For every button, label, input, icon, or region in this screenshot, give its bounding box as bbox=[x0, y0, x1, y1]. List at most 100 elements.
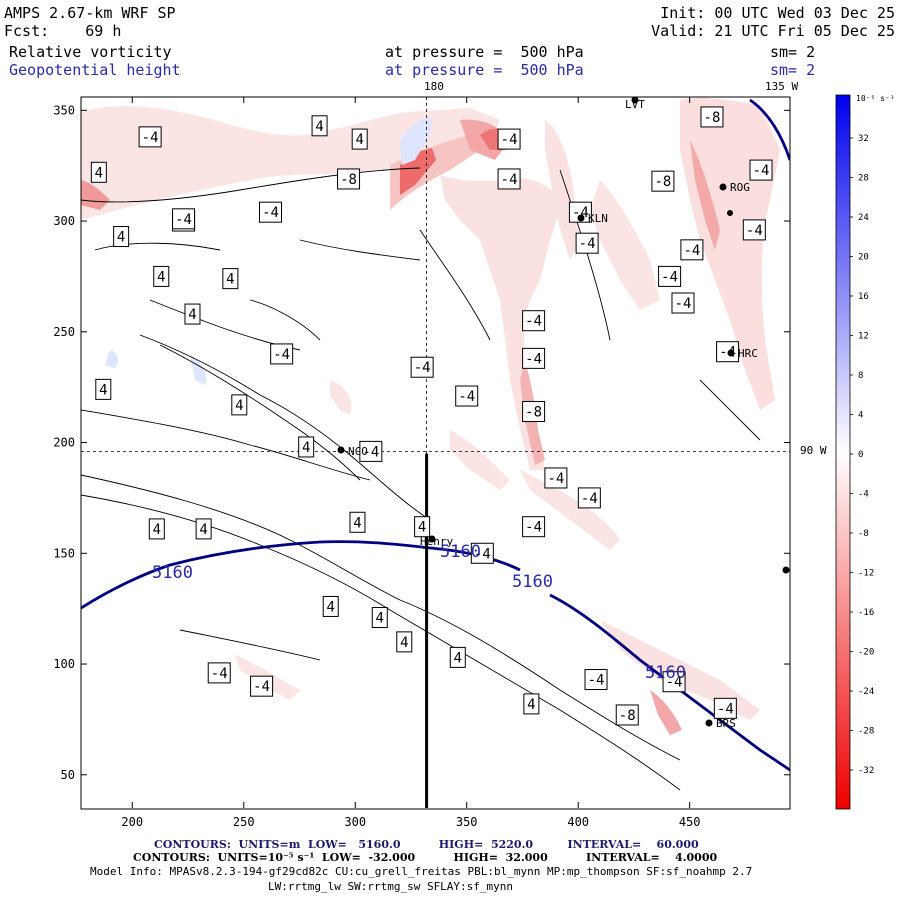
colorbar-tick-label: -28 bbox=[858, 727, 874, 737]
colorbar-tick-label: 0 bbox=[858, 450, 863, 460]
svg-text:-4: -4 bbox=[588, 673, 605, 689]
svg-text:-4: -4 bbox=[474, 546, 491, 562]
y-tick-label: 50 bbox=[61, 768, 75, 782]
vorticity-label: -4 bbox=[680, 239, 704, 261]
svg-text:-4: -4 bbox=[414, 360, 431, 376]
svg-text:4: 4 bbox=[376, 611, 384, 627]
svg-text:-4: -4 bbox=[579, 236, 596, 252]
vorticity-label: 4 bbox=[351, 128, 368, 150]
colorbar-tick-label: -32 bbox=[858, 766, 874, 776]
station-label: HRC bbox=[738, 347, 758, 360]
vorticity-label: -4 bbox=[658, 265, 682, 287]
vorticity-label: -4 bbox=[470, 542, 494, 564]
svg-text:-4: -4 bbox=[175, 212, 192, 228]
vorticity-label: 4 bbox=[148, 518, 165, 540]
svg-text:4: 4 bbox=[188, 307, 196, 323]
svg-text:-4: -4 bbox=[675, 296, 692, 312]
colorbar-tick-label: -20 bbox=[858, 648, 874, 658]
station-label: Henry bbox=[420, 535, 453, 548]
svg-text:4: 4 bbox=[157, 269, 165, 285]
station-label: BRS bbox=[716, 717, 736, 730]
vorticity-label: -8 bbox=[700, 106, 724, 128]
height-label: 5160 bbox=[645, 663, 686, 683]
x-tick-label: 250 bbox=[233, 815, 255, 829]
vorticity-label: 4 bbox=[231, 394, 248, 416]
svg-text:4: 4 bbox=[99, 382, 107, 398]
svg-text:4: 4 bbox=[326, 599, 334, 615]
svg-text:-4: -4 bbox=[253, 679, 270, 695]
vorticity-label: -4 bbox=[713, 697, 737, 719]
field2-name: Geopotential height bbox=[9, 61, 181, 79]
forecast-hour: Fcst: 69 h bbox=[4, 22, 122, 40]
svg-text:4: 4 bbox=[95, 165, 103, 181]
svg-text:-4: -4 bbox=[501, 172, 518, 188]
svg-text:4: 4 bbox=[454, 650, 462, 666]
svg-text:4: 4 bbox=[117, 230, 125, 246]
vorticity-label: -4 bbox=[522, 310, 546, 332]
vorticity-label: -4 bbox=[749, 159, 773, 181]
colorbar-tick-label: -12 bbox=[858, 569, 874, 579]
svg-text:-4: -4 bbox=[753, 163, 770, 179]
vorticity-label: 4 bbox=[371, 607, 388, 629]
svg-text:4: 4 bbox=[302, 440, 310, 456]
svg-text:4: 4 bbox=[226, 272, 234, 288]
vorticity-label: -4 bbox=[410, 356, 434, 378]
vorticity-label: -8 bbox=[522, 401, 546, 423]
height-contour-labels: 5160 5160 5160 5160 bbox=[152, 542, 686, 683]
svg-text:-8: -8 bbox=[525, 405, 542, 421]
height-label: 5160 bbox=[152, 563, 193, 583]
svg-text:4: 4 bbox=[199, 522, 207, 538]
vorticity-label: 4 bbox=[414, 516, 431, 538]
svg-text:-4: -4 bbox=[683, 243, 700, 259]
x-tick-label: 300 bbox=[344, 815, 366, 829]
field2-smoothing: sm= 2 bbox=[770, 61, 816, 79]
vorticity-label: -4 bbox=[138, 126, 162, 148]
vorticity-label: 4 bbox=[322, 595, 339, 617]
vorticity-label: 4 bbox=[95, 378, 112, 400]
vorticity-label: -4 bbox=[250, 675, 274, 697]
svg-text:-4: -4 bbox=[581, 491, 598, 507]
station-label: LVT bbox=[625, 98, 645, 111]
svg-text:-4: -4 bbox=[458, 389, 475, 405]
vorticity-contour-labels: -4 4 4 -4 4 4 -8 -4 -4 -4 -4 -4 -4 4 4 4 -4 -4 -4 -4 -4 -8 4 4 4… bbox=[90, 106, 773, 726]
footer-vorticity-contours: CONTOURS: UNITS=10⁻⁵ s⁻¹ LOW= -32.000 HI… bbox=[133, 851, 718, 864]
footer-height-contours: CONTOURS: UNITS=m LOW= 5160.0 HIGH= 5220… bbox=[154, 838, 699, 851]
vorticity-label: -4 bbox=[742, 219, 766, 241]
svg-text:4: 4 bbox=[153, 522, 161, 538]
svg-text:-4: -4 bbox=[501, 132, 518, 148]
vorticity-label: 4 bbox=[311, 115, 328, 137]
colorbar-tick-label: 20 bbox=[858, 253, 869, 263]
colorbar-tick-label: -16 bbox=[858, 608, 874, 618]
field1-smoothing: sm= 2 bbox=[770, 43, 816, 61]
lon-label-135w: 135 W bbox=[765, 80, 798, 93]
vorticity-label: 4 bbox=[222, 268, 239, 290]
vorticity-label: 4 bbox=[195, 518, 212, 540]
vorticity-label: -4 bbox=[568, 201, 592, 223]
y-tick-label: 350 bbox=[53, 103, 75, 117]
svg-text:-4: -4 bbox=[525, 351, 542, 367]
svg-text:-4: -4 bbox=[666, 675, 683, 691]
vorticity-label: -4 bbox=[207, 662, 231, 684]
vorticity-label: 4 bbox=[90, 161, 107, 183]
vorticity-label: 4 bbox=[349, 511, 366, 533]
svg-text:-4: -4 bbox=[746, 223, 763, 239]
svg-text:-4: -4 bbox=[661, 269, 678, 285]
vorticity-label: -4 bbox=[577, 487, 601, 509]
vorticity-label: -8 bbox=[337, 168, 361, 190]
vorticity-label: -4 bbox=[455, 385, 479, 407]
vorticity-label: -4 bbox=[584, 669, 608, 691]
vorticity-label: -4 bbox=[497, 168, 521, 190]
colorbar-tick-label: -8 bbox=[858, 529, 869, 539]
svg-text:-4: -4 bbox=[547, 471, 564, 487]
model-title: AMPS 2.67-km WRF SP bbox=[4, 4, 176, 22]
svg-text:4: 4 bbox=[315, 119, 323, 135]
station-label: NCO bbox=[348, 445, 368, 458]
x-tick-label: 200 bbox=[121, 815, 143, 829]
field2-level: at pressure = 500 hPa bbox=[385, 61, 584, 79]
plot-frame bbox=[80, 96, 791, 810]
colorbar-tick-label: 4 bbox=[858, 411, 863, 421]
colorbar-tick-label: 32 bbox=[858, 134, 869, 144]
vorticity-label: 4 bbox=[153, 265, 170, 287]
stations: LVT KLN ROG HRC NCO Henry BRS bbox=[337, 97, 790, 730]
